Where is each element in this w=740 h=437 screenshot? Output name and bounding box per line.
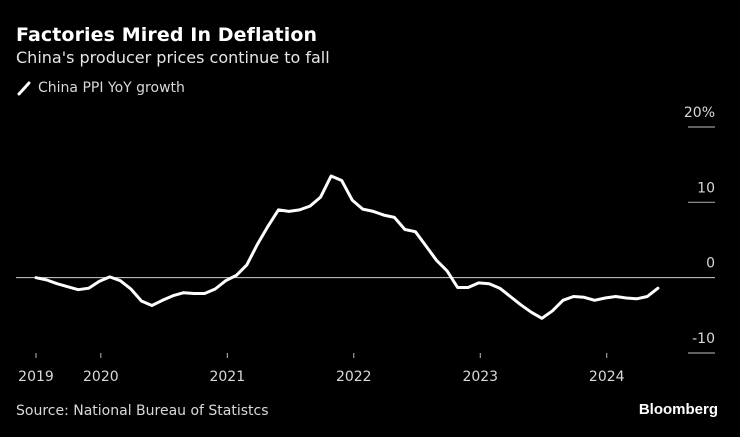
data-point	[456, 286, 459, 289]
data-point	[614, 295, 617, 298]
data-point	[161, 299, 164, 302]
data-point	[424, 245, 427, 248]
data-point	[488, 282, 491, 285]
data-point	[140, 300, 143, 303]
data-point	[414, 230, 417, 233]
data-point	[467, 286, 470, 289]
legend-label: China PPI YoY growth	[38, 80, 185, 96]
x-tick-label: 2023	[462, 369, 498, 385]
data-point	[498, 287, 501, 290]
data-point	[330, 174, 333, 177]
legend: China PPI YoY growth	[16, 80, 185, 96]
data-point	[309, 205, 312, 208]
data-point	[119, 279, 122, 282]
data-point	[477, 281, 480, 284]
data-point	[593, 299, 596, 302]
data-point	[214, 287, 217, 290]
data-point	[562, 299, 565, 302]
data-point	[382, 214, 385, 217]
data-point	[245, 263, 248, 266]
data-point	[509, 295, 512, 298]
x-tick-label: 2020	[83, 369, 119, 385]
x-tick-label: 2022	[336, 369, 372, 385]
data-point	[66, 285, 69, 288]
data-point	[129, 287, 132, 290]
data-point	[98, 280, 101, 283]
data-point	[256, 243, 259, 246]
line-swatch-icon	[17, 81, 31, 96]
data-point	[87, 287, 90, 290]
chart-subtitle: China's producer prices continue to fall	[16, 48, 330, 67]
data-point	[583, 296, 586, 299]
data-point	[656, 287, 659, 290]
data-point	[287, 210, 290, 213]
data-point	[646, 295, 649, 298]
data-point	[182, 291, 185, 294]
y-tick-label: 0	[706, 256, 715, 272]
data-point	[551, 309, 554, 312]
data-point	[266, 225, 269, 228]
y-tick-label: 20%	[684, 105, 715, 121]
data-point	[319, 196, 322, 199]
data-point	[540, 317, 543, 320]
chart-title: Factories Mired In Deflation	[16, 24, 318, 46]
data-point	[530, 311, 533, 314]
data-point	[172, 294, 175, 297]
data-point	[224, 279, 227, 282]
data-point	[235, 274, 238, 277]
data-point	[340, 179, 343, 182]
data-point	[77, 288, 80, 291]
x-tick-label: 2024	[589, 369, 625, 385]
data-point	[193, 292, 196, 295]
data-point	[446, 269, 449, 272]
data-point	[372, 210, 375, 213]
source-note: Source: National Bureau of Statistcs	[16, 403, 269, 419]
data-point	[435, 259, 438, 262]
data-point	[45, 278, 48, 281]
data-point	[203, 292, 206, 295]
data-point	[150, 304, 153, 307]
y-tick-label: 10	[697, 180, 715, 196]
data-point	[572, 295, 575, 298]
data-point	[403, 228, 406, 231]
series-line-china-ppi	[34, 174, 660, 320]
data-point	[635, 297, 638, 300]
data-point	[108, 275, 111, 278]
data-point	[277, 208, 280, 211]
x-tick-label: 2021	[209, 369, 245, 385]
data-point	[56, 282, 59, 285]
y-tick-labels: 20% 10 0 -10	[684, 105, 715, 347]
x-axis: 2019 2020 2021 2022 2023 2024	[18, 353, 625, 385]
data-point	[519, 303, 522, 306]
data-point	[361, 208, 364, 211]
data-point	[35, 276, 38, 279]
x-tick-label: 2019	[18, 369, 54, 385]
data-point	[604, 297, 607, 300]
data-point	[351, 199, 354, 202]
y-tick-label: -10	[692, 331, 715, 347]
data-point	[298, 208, 301, 211]
y-gridlines	[16, 126, 715, 354]
data-point	[625, 297, 628, 300]
bloomberg-logo: Bloomberg	[638, 401, 718, 418]
data-point	[393, 216, 396, 219]
